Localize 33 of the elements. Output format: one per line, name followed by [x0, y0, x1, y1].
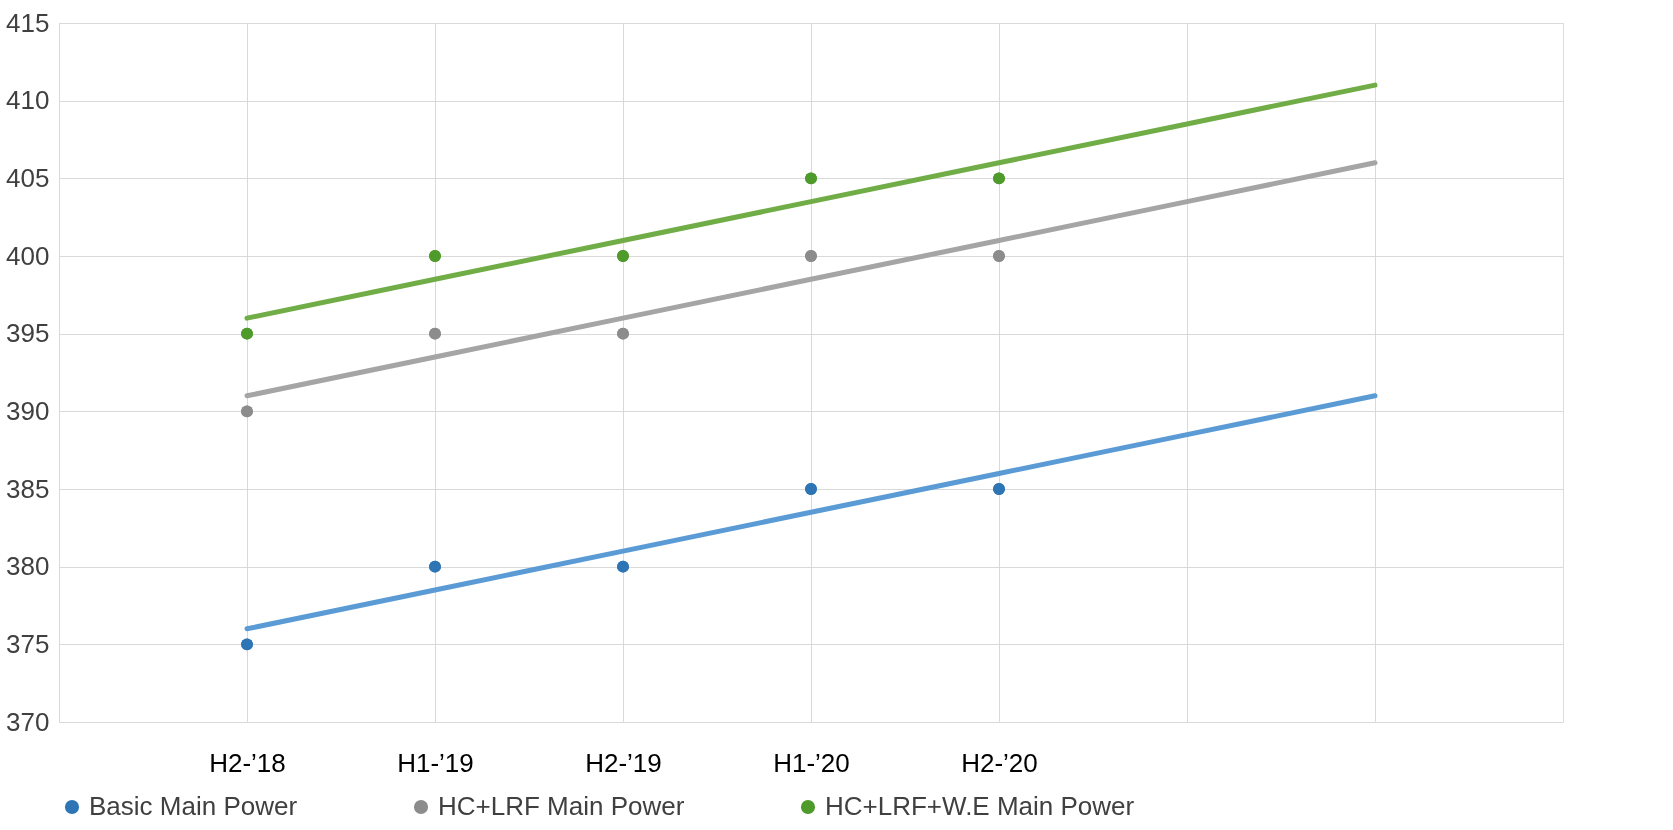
point [241, 405, 253, 418]
point [429, 560, 441, 573]
legend-label: HC+LRF+W.E Main Power [825, 791, 1135, 821]
y-tick-label: 390 [6, 395, 50, 426]
point [805, 250, 817, 262]
x-tick-label: H1-’19 [397, 747, 474, 778]
point [993, 250, 1005, 262]
point [241, 327, 253, 340]
legend-label: HC+LRF Main Power [438, 791, 685, 821]
point [617, 560, 629, 573]
x-tick-label: H2-’18 [209, 747, 286, 778]
point [429, 250, 441, 262]
y-tick-label: 400 [6, 240, 50, 271]
y-tick-label: 375 [6, 628, 50, 659]
y-tick-label: 415 [6, 7, 50, 38]
point [993, 172, 1005, 185]
point [993, 483, 1005, 495]
point [617, 327, 629, 340]
legend-label: Basic Main Power [89, 791, 298, 821]
y-tick-label: 385 [6, 473, 50, 504]
point [805, 172, 817, 185]
point [429, 327, 441, 340]
y-tick-label: 380 [6, 551, 50, 582]
y-tick-label: 370 [6, 706, 50, 737]
point [805, 483, 817, 495]
x-tick-label: H2-’19 [585, 747, 662, 778]
point [241, 638, 253, 651]
y-tick-label: 395 [6, 318, 50, 349]
y-tick-label: 410 [6, 85, 50, 116]
x-tick-label: H1-’20 [773, 747, 850, 778]
point [617, 250, 629, 262]
x-tick-label: H2-’20 [961, 747, 1038, 778]
y-tick-label: 405 [6, 162, 50, 193]
